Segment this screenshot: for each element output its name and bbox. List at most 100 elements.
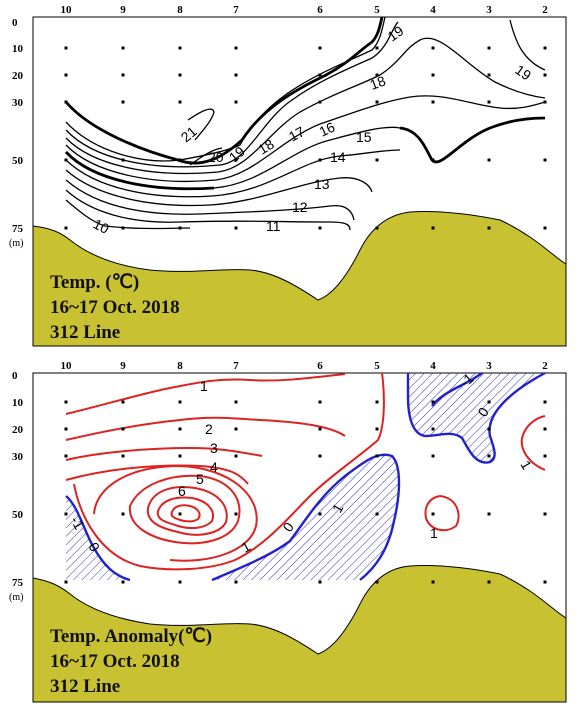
- contour-label: 2: [205, 421, 213, 437]
- sample-point: [121, 427, 125, 431]
- contour-label: 12: [292, 199, 308, 215]
- negative-area-central: [212, 454, 399, 580]
- contour-18: [65, 21, 399, 168]
- sample-point: [64, 580, 68, 584]
- depth-tick-label: 75: [12, 577, 24, 589]
- sample-point: [64, 427, 68, 431]
- temperature-section-plot: 10 9 8 7 6 5 4 3 2 0 10 20 30 50 75 (m) 10 11 12 13 14…: [9, 4, 567, 347]
- contour-0-central: [211, 453, 401, 582]
- sample-point: [431, 226, 435, 230]
- sample-point: [178, 46, 182, 50]
- sample-point: [121, 580, 125, 584]
- sample-point: [64, 226, 68, 230]
- contour-1-north: [65, 373, 346, 415]
- sample-point: [431, 512, 435, 516]
- station-tick-label: 9: [120, 360, 126, 372]
- sample-point: [178, 454, 182, 458]
- sample-point: [121, 46, 125, 50]
- sample-point: [178, 73, 182, 77]
- station-tick-label: 8: [177, 360, 183, 372]
- contour-label: 20: [208, 149, 224, 165]
- station-tick-label: 5: [374, 360, 380, 372]
- sample-point: [487, 580, 491, 584]
- depth-unit-label: (m): [9, 238, 23, 249]
- seabed-fill: [32, 564, 567, 703]
- sample-point: [234, 226, 238, 230]
- sample-point: [543, 100, 547, 104]
- sample-point: [375, 73, 379, 77]
- sample-point: [318, 512, 322, 516]
- contour-4b: [93, 464, 258, 562]
- sample-point: [234, 73, 238, 77]
- contour-19-east: [509, 19, 546, 71]
- sample-point: [318, 580, 322, 584]
- contour-13: [65, 169, 373, 207]
- station-tick-label: 3: [486, 360, 492, 372]
- sample-point: [121, 454, 125, 458]
- sample-point: [121, 158, 125, 162]
- sample-point: [121, 400, 125, 404]
- contour-20-bold: [64, 16, 384, 165]
- seabed-fill: [32, 210, 567, 347]
- sample-point: [234, 46, 238, 50]
- sample-point: [234, 580, 238, 584]
- station-axis: 10 9 8 7 6 5 4 3 2: [61, 4, 549, 16]
- sample-point: [375, 427, 379, 431]
- sample-point: [121, 226, 125, 230]
- sample-point: [431, 427, 435, 431]
- contour-1-east-a: [424, 495, 460, 532]
- sample-point: [487, 427, 491, 431]
- contour-3: [65, 446, 263, 461]
- contour-15-bold-east: [399, 116, 546, 164]
- contour-label: 3: [210, 440, 218, 456]
- contour-14: [65, 149, 401, 198]
- contour-6: [156, 496, 214, 530]
- sample-point: [64, 512, 68, 516]
- sample-point: [64, 73, 68, 77]
- anomaly-panel: 10 9 8 7 6 5 4 3 2 0 10 20 30 50 75 (m) 1 2 3 4 5 6 1 …: [0, 356, 585, 718]
- contour-1-east-b: [520, 415, 546, 471]
- sample-point: [375, 158, 379, 162]
- sample-point: [375, 400, 379, 404]
- sample-point: [121, 512, 125, 516]
- sample-point: [178, 158, 182, 162]
- station-tick-label: 4: [430, 4, 436, 16]
- contour-6b: [170, 504, 201, 523]
- sample-point: [431, 100, 435, 104]
- station-tick-label: 8: [177, 4, 183, 16]
- contour-5b: [146, 486, 228, 536]
- contour-12: [65, 179, 355, 221]
- caption-line: 312 Line: [50, 676, 121, 697]
- sample-point: [431, 400, 435, 404]
- contour-0-east: [406, 371, 546, 464]
- depth-tick-label: 75: [12, 223, 24, 235]
- station-tick-label: 2: [542, 4, 548, 16]
- contour-2: [65, 416, 346, 441]
- sample-point: [234, 400, 238, 404]
- sample-point: [375, 226, 379, 230]
- sample-point: [487, 512, 491, 516]
- depth-axis: 0 10 20 30 50 75 (m): [9, 17, 24, 249]
- sample-point: [543, 454, 547, 458]
- sample-point: [375, 454, 379, 458]
- station-tick-label: 3: [486, 4, 492, 16]
- station-tick-label: 10: [61, 4, 73, 16]
- sample-point: [178, 512, 182, 516]
- sample-point: [64, 46, 68, 50]
- contour-label: 15: [356, 129, 372, 145]
- depth-tick-label: 30: [12, 451, 24, 463]
- sample-point: [431, 73, 435, 77]
- contour-label: 16: [317, 119, 338, 140]
- station-tick-label: 6: [317, 360, 323, 372]
- depth-tick-label: 10: [12, 43, 24, 55]
- contour-16: [65, 95, 546, 183]
- depth-tick-label: 10: [12, 397, 24, 409]
- negative-area-west: [66, 496, 130, 580]
- station-tick-label: 4: [430, 360, 436, 372]
- sample-point: [543, 400, 547, 404]
- sampling-points: [64, 400, 547, 584]
- sample-point: [375, 580, 379, 584]
- sample-point: [64, 100, 68, 104]
- contour-label: 1: [430, 525, 438, 541]
